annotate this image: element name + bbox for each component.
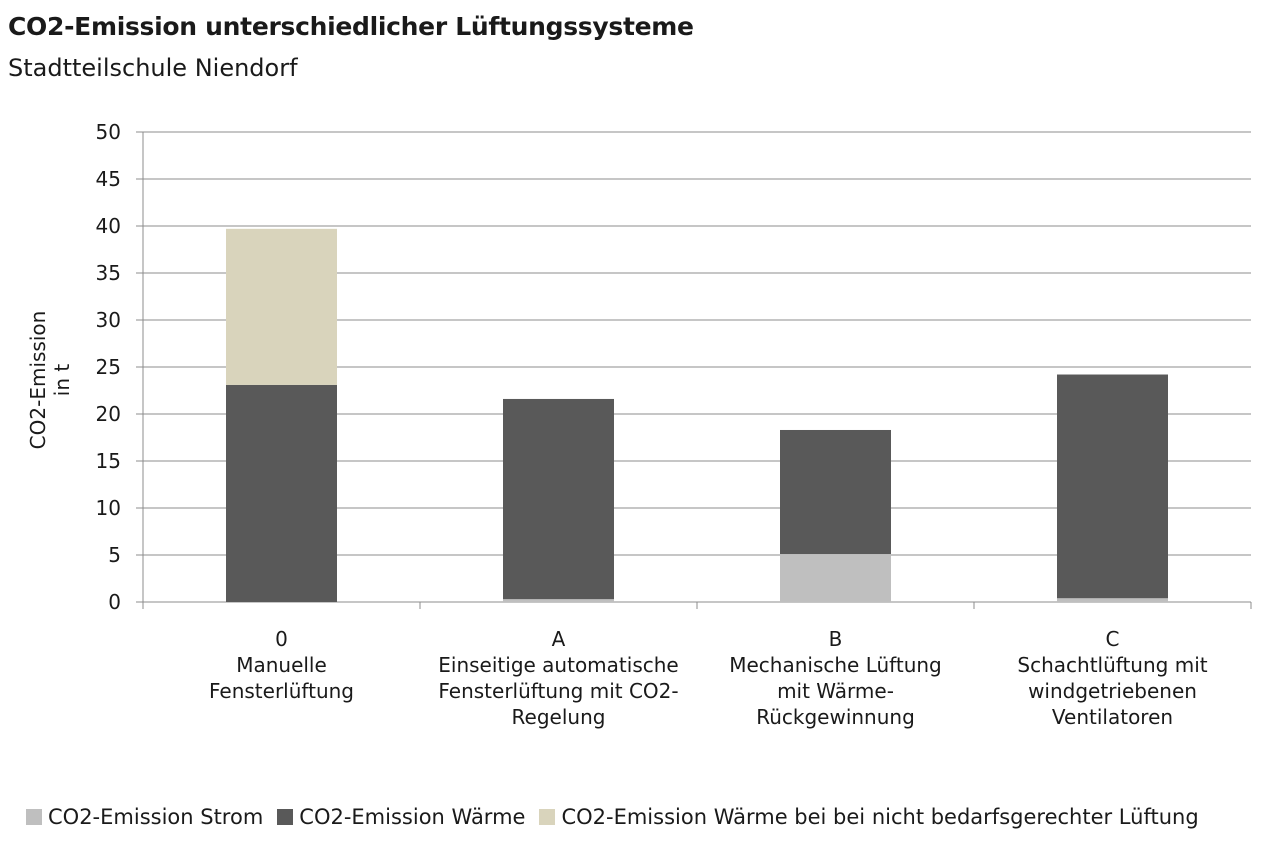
y-tick-label: 10 [96,496,121,520]
y-axis-label-line: in t [50,364,74,397]
y-tick-label: 0 [108,590,121,614]
y-tick-label: 30 [96,308,121,332]
x-category-label-line: 0 [275,627,288,651]
y-tick-label: 35 [96,261,121,285]
bar-segment [1057,374,1168,599]
bar-segment [1057,598,1168,602]
x-category-label: B Mechanische Lüftung mit Wärme-Rückgewinn… [729,627,942,729]
y-tick-label: 5 [108,543,121,567]
x-category-label-line: Fensterlüftung [209,679,354,703]
x-category-label-line: Mechanische Lüftung [729,653,942,677]
x-category-label-line: A [552,627,566,651]
y-tick-label: 50 [96,120,121,144]
legend-label: CO2-Emission Wärme bei bei nicht bedarfs… [561,805,1199,829]
x-category-label: C Schachtlüftung mit windgetriebenen Ventil… [1017,627,1207,729]
y-tick-label: 15 [96,449,121,473]
y-tick-label: 25 [96,355,121,379]
bar-segment [226,228,337,385]
x-category-label-line: B [829,627,843,651]
x-category-label-line: Einseitige automatische [438,653,678,677]
x-category-label-line: windgetriebenen [1028,679,1197,703]
legend-item: CO2-Emission Wärme bei bei nicht bedarfs… [539,805,1199,829]
legend-swatch [277,809,294,825]
x-category-label: 0 Manuelle Fensterlüftung [209,627,354,703]
bar-segment [780,429,891,555]
bar-segment [503,398,614,600]
x-category-label-line: mit Wärme- [777,679,894,703]
x-category-label-line: Regelung [512,705,606,729]
x-category-label-line: Manuelle [236,653,327,677]
x-category-label-line: Fensterlüftung mit CO2- [438,679,678,703]
legend-swatch [539,809,556,825]
chart-legend: CO2-Emission Strom CO2-Emission Wärme CO2-… [26,805,1213,829]
y-axis-label: CO2-Emissionin t [26,311,74,450]
x-category-label-line: Rückgewinnung [756,705,915,729]
x-category-label-line: Ventilatoren [1052,705,1173,729]
y-tick-label: 40 [96,214,121,238]
legend-label: CO2-Emission Strom [48,805,264,829]
legend-label: CO2-Emission Wärme [299,805,526,829]
chart-subtitle: Stadtteilschule Niendorf [8,54,298,82]
legend-item: CO2-Emission Strom [26,805,263,829]
x-category-label-line: C [1106,627,1120,651]
chart-title: CO2-Emission unterschiedlicher Lüftungss… [8,12,694,41]
x-category-label-line: Schachtlüftung mit [1017,653,1207,677]
bar-segment [780,554,891,602]
legend-swatch [26,809,42,825]
y-tick-label: 20 [96,402,121,426]
bar-segment [503,599,614,602]
legend-item: CO2-Emission Wärme [277,805,525,829]
y-tick-label: 45 [96,167,121,191]
bar-segment [226,384,337,602]
x-category-label: A Einseitige automatische Fensterlüftung m… [438,627,678,729]
y-axis-label-line: CO2-Emission [26,311,50,450]
